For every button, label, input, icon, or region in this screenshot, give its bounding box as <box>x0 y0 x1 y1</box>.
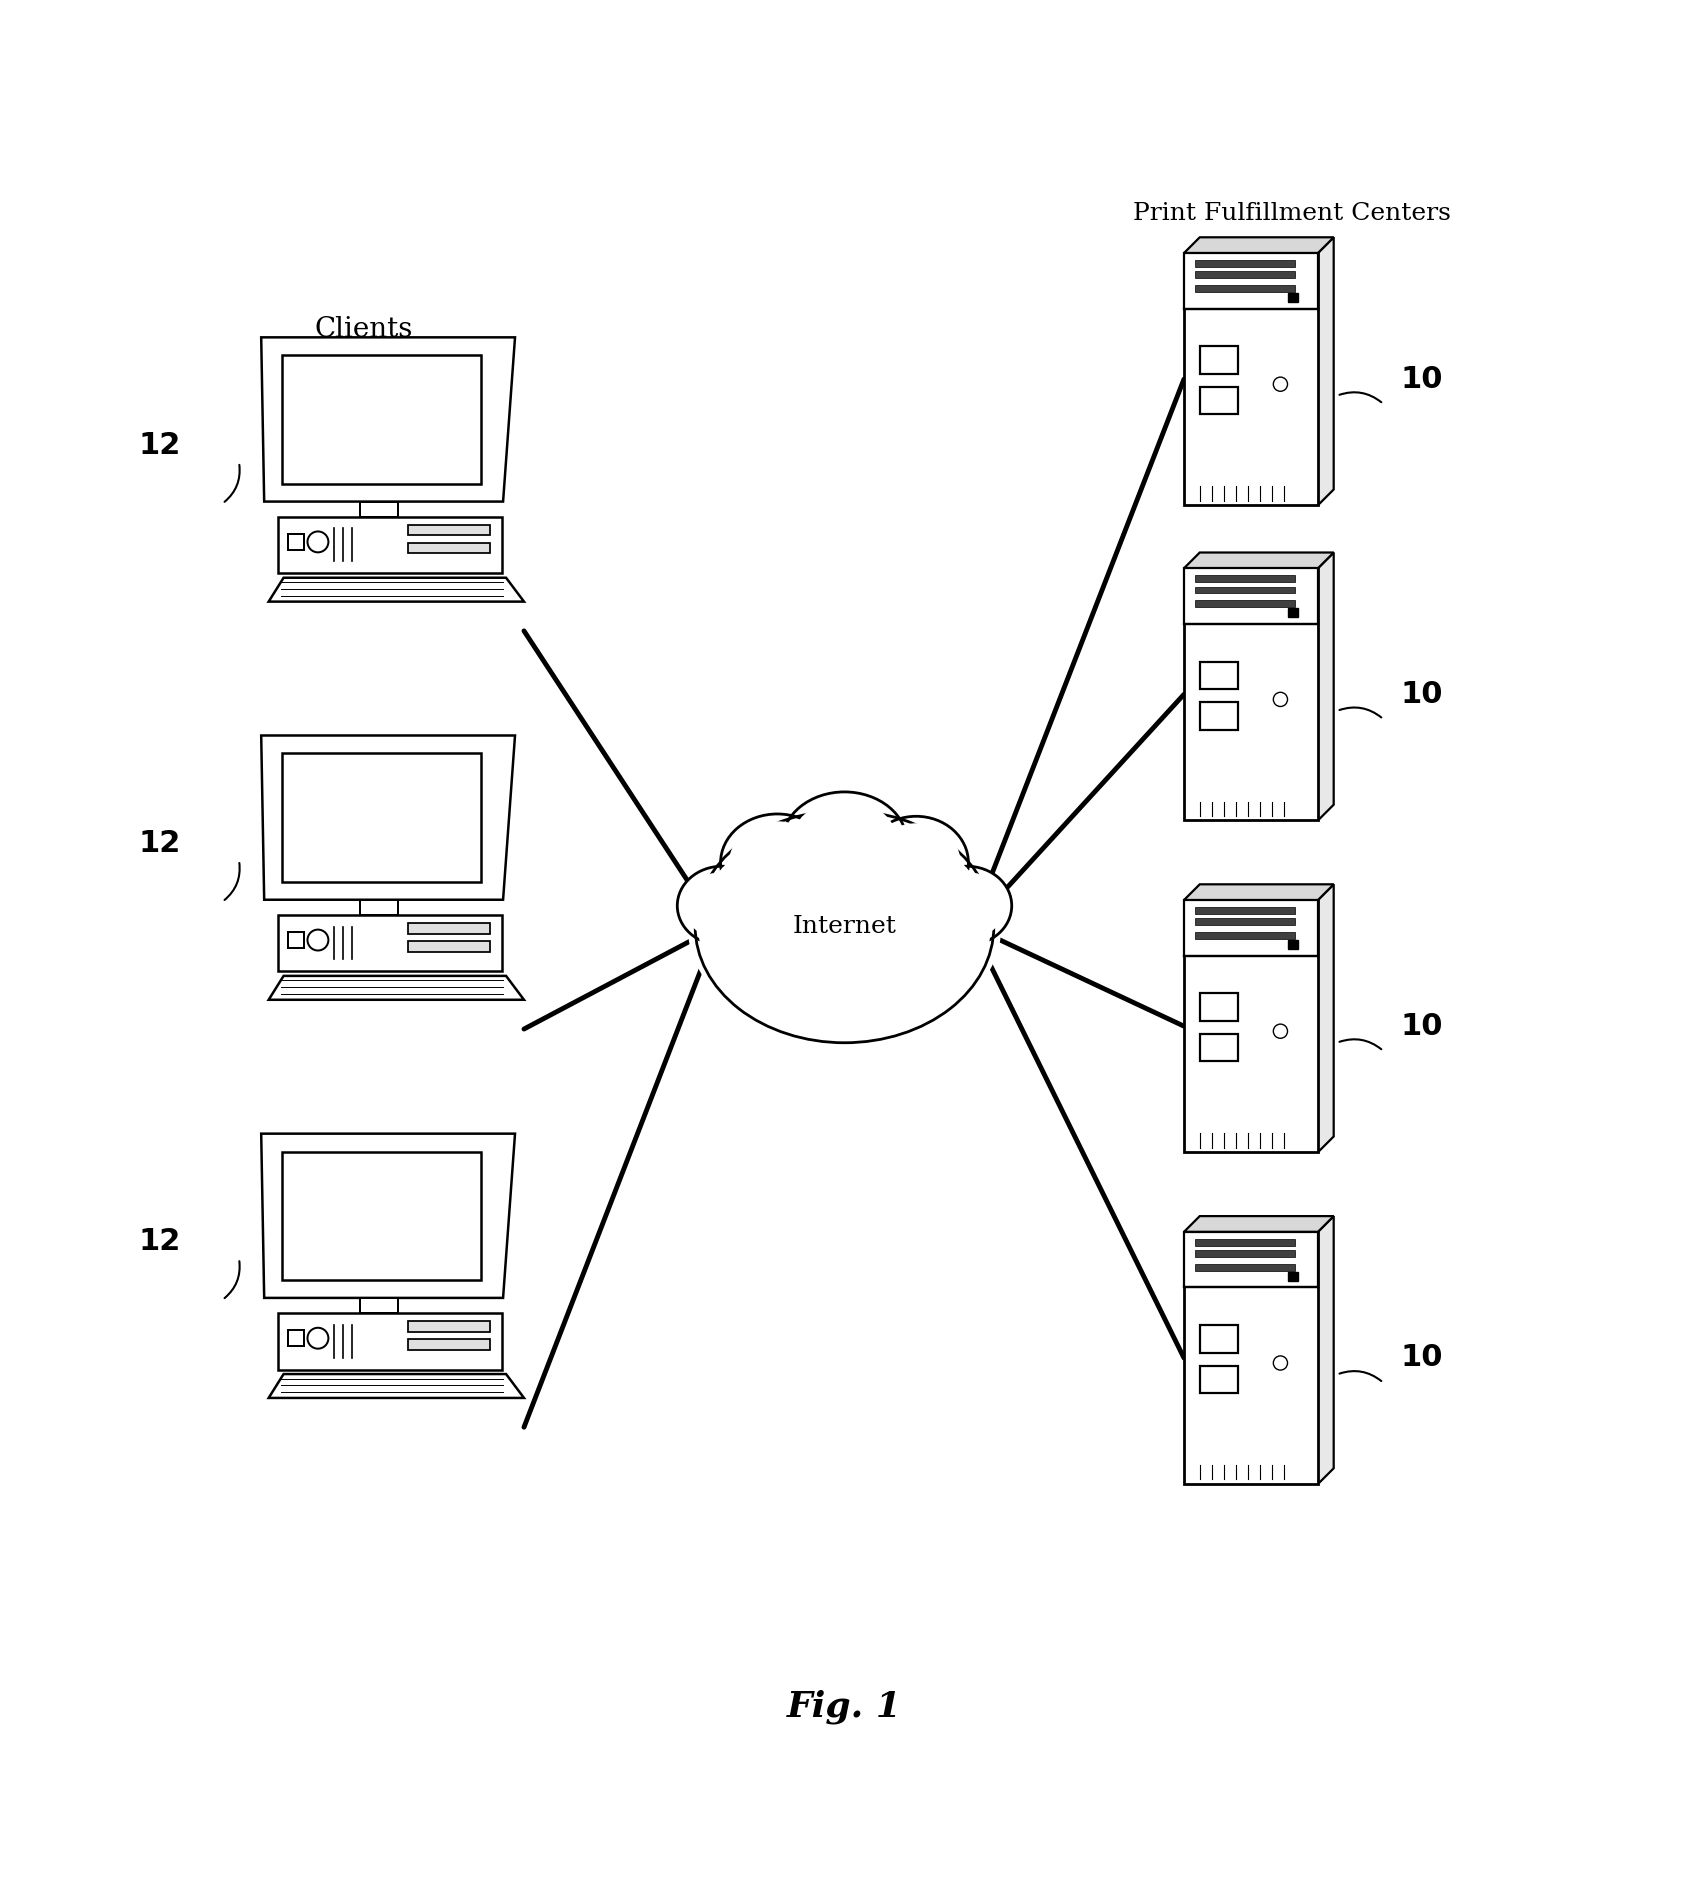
Ellipse shape <box>922 866 1012 946</box>
Polygon shape <box>269 579 524 601</box>
Text: Print Fulfillment Centers: Print Fulfillment Centers <box>1133 202 1451 225</box>
Ellipse shape <box>929 872 1005 940</box>
Text: 10: 10 <box>1400 1344 1442 1372</box>
FancyBboxPatch shape <box>1289 940 1297 950</box>
Polygon shape <box>1317 885 1334 1151</box>
Circle shape <box>1274 693 1287 706</box>
Polygon shape <box>262 735 515 900</box>
FancyBboxPatch shape <box>1194 601 1295 607</box>
Circle shape <box>307 531 328 552</box>
FancyBboxPatch shape <box>1184 253 1317 504</box>
Ellipse shape <box>782 792 907 894</box>
Circle shape <box>307 1328 328 1349</box>
FancyBboxPatch shape <box>282 754 481 881</box>
Text: 10: 10 <box>1400 1012 1442 1041</box>
Ellipse shape <box>863 816 968 910</box>
Ellipse shape <box>677 866 767 946</box>
Polygon shape <box>1184 1216 1334 1231</box>
Text: Internet: Internet <box>792 915 897 938</box>
Text: 12: 12 <box>138 1227 181 1256</box>
FancyBboxPatch shape <box>360 1298 399 1313</box>
FancyBboxPatch shape <box>1201 386 1238 415</box>
Text: Clients: Clients <box>314 316 412 343</box>
Ellipse shape <box>872 824 961 902</box>
Text: 10: 10 <box>1400 365 1442 394</box>
Text: 12: 12 <box>138 830 181 858</box>
Polygon shape <box>1184 552 1334 569</box>
Ellipse shape <box>721 814 834 912</box>
Text: Fig. 1: Fig. 1 <box>787 1690 902 1724</box>
FancyBboxPatch shape <box>1201 1324 1238 1353</box>
FancyBboxPatch shape <box>1184 900 1317 955</box>
FancyBboxPatch shape <box>1184 1231 1317 1286</box>
Polygon shape <box>1184 238 1334 253</box>
FancyBboxPatch shape <box>1194 272 1295 278</box>
Polygon shape <box>1317 238 1334 504</box>
Circle shape <box>307 929 328 950</box>
FancyBboxPatch shape <box>1194 1239 1295 1246</box>
FancyBboxPatch shape <box>1194 1264 1295 1271</box>
FancyBboxPatch shape <box>1201 1033 1238 1062</box>
FancyBboxPatch shape <box>360 900 399 915</box>
FancyBboxPatch shape <box>1184 569 1317 624</box>
FancyBboxPatch shape <box>277 516 502 573</box>
FancyBboxPatch shape <box>360 502 399 516</box>
Text: 12: 12 <box>138 430 181 461</box>
FancyBboxPatch shape <box>282 356 481 483</box>
Polygon shape <box>269 976 524 999</box>
FancyBboxPatch shape <box>1201 346 1238 375</box>
FancyBboxPatch shape <box>407 923 490 934</box>
FancyBboxPatch shape <box>1201 662 1238 689</box>
Polygon shape <box>269 1374 524 1399</box>
Circle shape <box>1274 377 1287 392</box>
FancyBboxPatch shape <box>1201 1366 1238 1393</box>
FancyBboxPatch shape <box>1184 1231 1317 1484</box>
FancyBboxPatch shape <box>1194 1250 1295 1256</box>
Ellipse shape <box>730 822 826 904</box>
FancyBboxPatch shape <box>1194 285 1295 291</box>
Polygon shape <box>1184 885 1334 900</box>
FancyBboxPatch shape <box>1184 900 1317 1151</box>
FancyBboxPatch shape <box>407 542 490 554</box>
FancyBboxPatch shape <box>289 533 304 550</box>
Ellipse shape <box>687 811 1002 1043</box>
Ellipse shape <box>698 820 991 1033</box>
FancyBboxPatch shape <box>407 1321 490 1332</box>
Polygon shape <box>262 1134 515 1298</box>
Circle shape <box>1274 1024 1287 1039</box>
Polygon shape <box>262 337 515 502</box>
Ellipse shape <box>684 872 760 940</box>
Ellipse shape <box>790 799 899 887</box>
FancyBboxPatch shape <box>1201 993 1238 1022</box>
Text: 10: 10 <box>1400 679 1442 708</box>
FancyBboxPatch shape <box>1184 253 1317 308</box>
FancyBboxPatch shape <box>1184 569 1317 820</box>
FancyBboxPatch shape <box>407 942 490 952</box>
FancyBboxPatch shape <box>289 1330 304 1347</box>
FancyBboxPatch shape <box>289 932 304 948</box>
FancyBboxPatch shape <box>1194 908 1295 913</box>
FancyBboxPatch shape <box>1194 575 1295 582</box>
Polygon shape <box>1317 1216 1334 1484</box>
FancyBboxPatch shape <box>277 915 502 971</box>
Polygon shape <box>1317 552 1334 820</box>
FancyBboxPatch shape <box>407 1340 490 1349</box>
FancyBboxPatch shape <box>277 1313 502 1370</box>
FancyBboxPatch shape <box>1289 1271 1297 1281</box>
FancyBboxPatch shape <box>1194 919 1295 925</box>
FancyBboxPatch shape <box>1289 293 1297 303</box>
FancyBboxPatch shape <box>407 525 490 535</box>
FancyBboxPatch shape <box>1201 702 1238 729</box>
FancyBboxPatch shape <box>282 1151 481 1281</box>
FancyBboxPatch shape <box>1194 586 1295 594</box>
Circle shape <box>1274 1357 1287 1370</box>
FancyBboxPatch shape <box>1194 932 1295 938</box>
FancyBboxPatch shape <box>1194 261 1295 266</box>
FancyBboxPatch shape <box>1289 607 1297 617</box>
